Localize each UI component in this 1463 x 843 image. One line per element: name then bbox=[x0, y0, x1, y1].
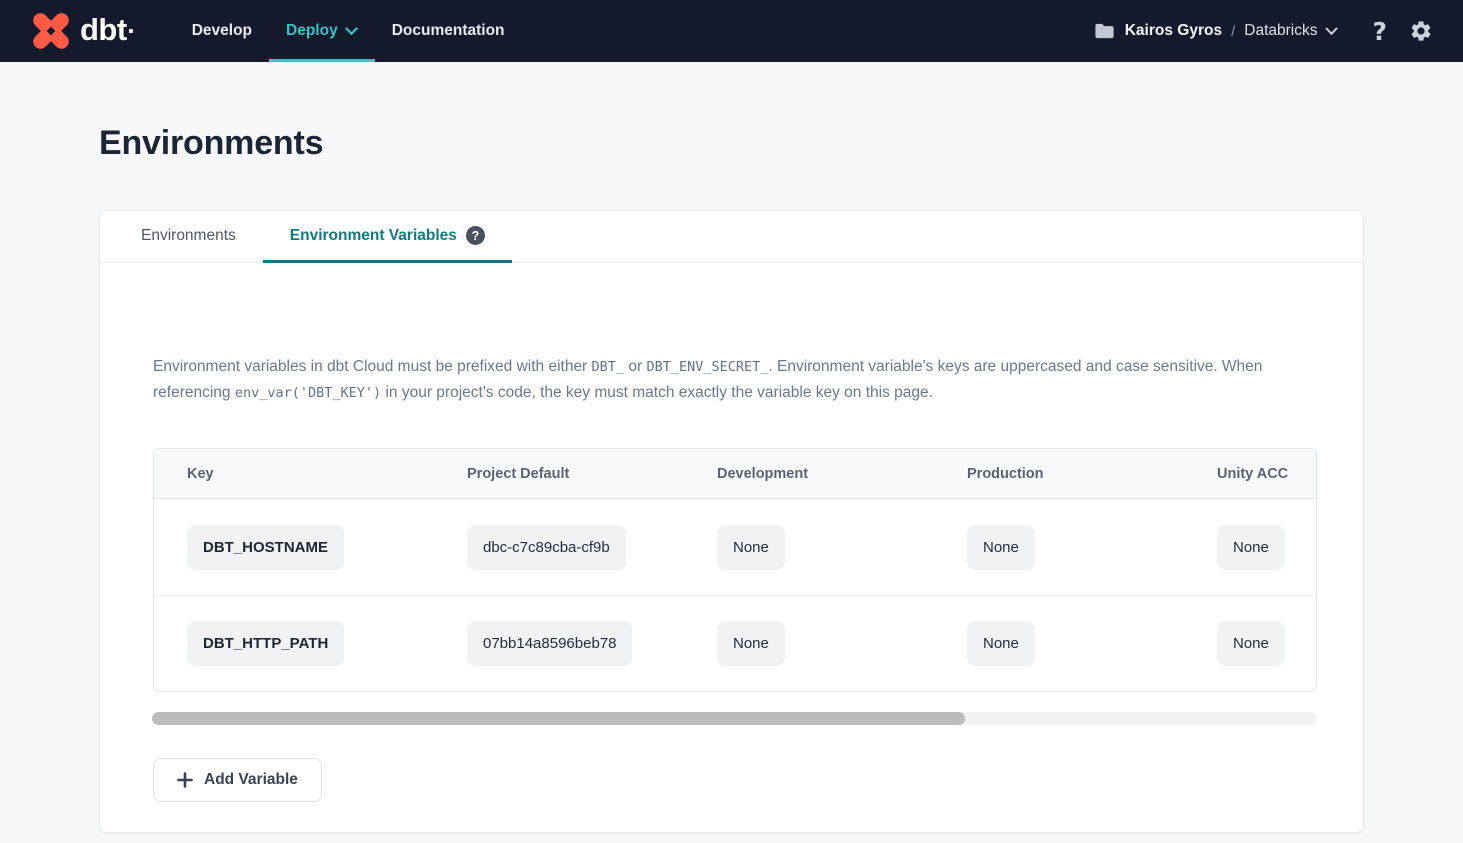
unity-acc-value-chip[interactable]: None bbox=[1217, 524, 1285, 570]
table-header-row: Key Project Default Development Producti… bbox=[154, 449, 1316, 499]
navbar-right: Kairos Gyros / Databricks ? bbox=[1094, 0, 1433, 62]
account-separator: / bbox=[1231, 22, 1236, 40]
page-title: Environments bbox=[99, 124, 324, 162]
table-row: DBT_HOSTNAME dbc-c7c89cba-cf9b None None… bbox=[154, 499, 1316, 595]
account-project-name: Kairos Gyros bbox=[1124, 22, 1223, 39]
code-snippet: DBT_ENV_SECRET_ bbox=[646, 359, 769, 375]
account-switcher[interactable]: Kairos Gyros / Databricks bbox=[1094, 22, 1339, 40]
add-variable-button[interactable]: Add Variable bbox=[153, 758, 322, 802]
production-value-chip[interactable]: None bbox=[967, 524, 1035, 570]
horizontal-scrollbar-track[interactable] bbox=[152, 712, 1317, 725]
plus-icon bbox=[177, 772, 193, 788]
column-header-key: Key bbox=[187, 465, 214, 482]
env-vars-description: Environment variables in dbt Cloud must … bbox=[153, 354, 1321, 406]
nav-item-label: Documentation bbox=[391, 22, 505, 39]
production-value-chip[interactable]: None bbox=[967, 621, 1035, 666]
table-row: DBT_HTTP_PATH 07bb14a8596beb78 None None… bbox=[154, 595, 1316, 691]
dbt-logo-icon bbox=[33, 13, 69, 49]
chevron-down-icon bbox=[1325, 27, 1338, 35]
account-deployment-name: Databricks bbox=[1244, 22, 1318, 39]
nav-item-label: Deploy bbox=[286, 22, 338, 39]
horizontal-scrollbar-thumb[interactable] bbox=[152, 712, 965, 725]
dbt-wordmark: dbt bbox=[80, 11, 127, 47]
environments-card: Environments Environment Variables ? Env… bbox=[99, 210, 1364, 833]
column-header-production: Production bbox=[967, 465, 1044, 482]
column-header-development: Development bbox=[717, 465, 809, 482]
settings-gear-icon[interactable] bbox=[1409, 19, 1433, 43]
development-value-chip[interactable]: None bbox=[717, 524, 785, 570]
description-text: or bbox=[624, 358, 647, 375]
unity-acc-value-chip[interactable]: None bbox=[1217, 621, 1285, 666]
dbt-logo[interactable]: dbt bbox=[28, 0, 133, 62]
column-header-unity-acc: Unity ACC bbox=[1217, 465, 1289, 482]
top-navbar: dbt Develop Deploy Documentation Kairos … bbox=[0, 0, 1463, 62]
folder-icon bbox=[1095, 23, 1114, 39]
project-default-chip[interactable]: 07bb14a8596beb78 bbox=[467, 621, 633, 666]
nav-item-develop[interactable]: Develop bbox=[175, 0, 269, 62]
variable-key-chip[interactable]: DBT_HOSTNAME bbox=[187, 524, 345, 570]
nav-item-documentation[interactable]: Documentation bbox=[375, 0, 522, 62]
column-header-project-default: Project Default bbox=[467, 465, 570, 482]
environment-variables-table: Key Project Default Development Producti… bbox=[153, 448, 1317, 692]
help-icon[interactable]: ? bbox=[1372, 16, 1387, 46]
project-default-chip[interactable]: dbc-c7c89cba-cf9b bbox=[467, 524, 626, 570]
code-snippet: env_var('DBT_KEY') bbox=[234, 385, 382, 401]
code-snippet: DBT_ bbox=[591, 359, 625, 375]
description-text: in your project's code, the key must mat… bbox=[381, 384, 933, 401]
tab-bar: Environments Environment Variables ? bbox=[100, 211, 1363, 263]
primary-nav: Develop Deploy Documentation bbox=[175, 0, 522, 62]
dbt-wordmark-dot bbox=[128, 29, 133, 33]
chevron-down-icon bbox=[345, 26, 358, 35]
add-variable-label: Add Variable bbox=[204, 771, 298, 788]
nav-item-label: Develop bbox=[191, 22, 253, 39]
tab-help-icon[interactable]: ? bbox=[465, 226, 485, 245]
tab-label: Environments bbox=[141, 226, 236, 244]
nav-item-deploy[interactable]: Deploy bbox=[269, 0, 375, 62]
development-value-chip[interactable]: None bbox=[717, 621, 785, 666]
description-text: Environment variables in dbt Cloud must … bbox=[153, 358, 592, 375]
description-text: . Environment variable's keys are upperc… bbox=[153, 358, 1263, 401]
tab-environments[interactable]: Environments bbox=[114, 211, 263, 263]
tab-environment-variables[interactable]: Environment Variables ? bbox=[262, 211, 512, 263]
tab-label: Environment Variables bbox=[289, 226, 457, 244]
variable-key-chip[interactable]: DBT_HTTP_PATH bbox=[187, 621, 345, 666]
